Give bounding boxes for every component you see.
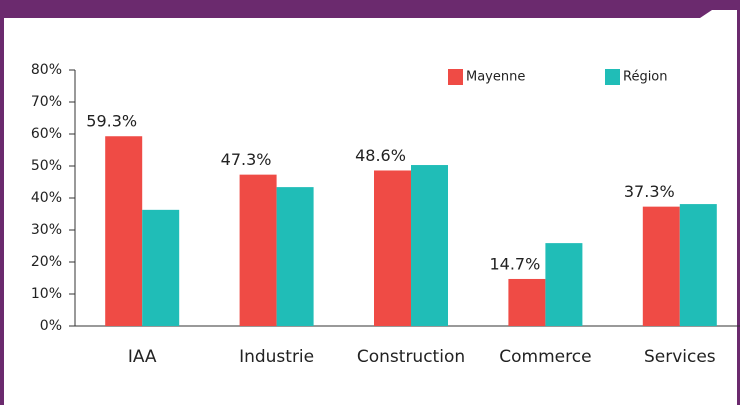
bar [411,165,448,326]
bar [508,278,546,326]
legend-label: Mayenne [466,70,525,85]
value-label: 48.6% [355,146,406,165]
left-border [0,0,4,405]
right-border [737,10,740,405]
header-notch [700,10,740,18]
value-label: 37.3% [624,182,675,201]
legend-swatch [448,69,463,85]
bar [239,174,277,326]
header-band [0,0,740,18]
y-tick-label: 20% [31,254,62,270]
value-label: 14.7% [489,254,540,273]
x-tick-label: Services [644,347,716,367]
bar [679,204,717,326]
bar [374,170,411,326]
y-tick-label: 50% [31,158,62,174]
bar [276,187,314,326]
y-tick-label: 10% [31,286,62,302]
x-tick-label: Commerce [499,347,591,367]
x-tick-label: IAA [128,347,157,367]
bar [642,206,680,326]
bar [545,243,583,326]
x-tick-label: Construction [357,347,465,367]
value-label: 59.3% [86,112,137,131]
bar [142,209,180,326]
y-tick-label: 70% [31,94,62,110]
y-tick-label: 80% [31,62,62,78]
x-tick-label: Industrie [239,347,314,367]
y-tick-label: 30% [31,222,62,238]
bar [105,136,143,326]
legend-swatch [605,69,620,85]
y-tick-label: 60% [31,126,62,142]
y-tick-label: 0% [40,318,62,334]
legend-label: Région [623,70,668,85]
value-label: 47.3% [221,150,272,169]
y-tick-label: 40% [31,190,62,206]
